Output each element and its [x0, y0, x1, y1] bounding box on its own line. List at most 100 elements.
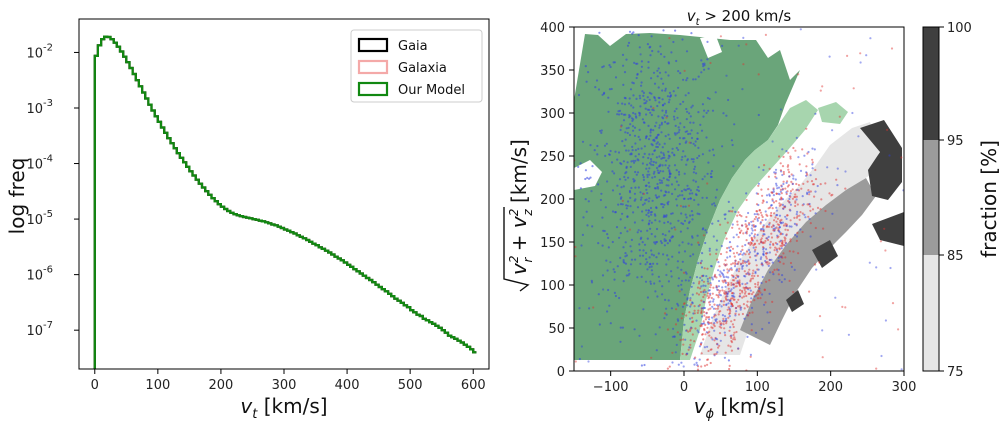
scatter-point — [706, 280, 710, 283]
scatter-point — [880, 354, 883, 358]
scatter-point — [743, 288, 746, 291]
scatter-point — [733, 295, 736, 298]
scatter-point — [603, 91, 606, 94]
colorbar-frame — [922, 26, 940, 372]
scatter-point — [779, 169, 783, 172]
scatter-point — [630, 258, 634, 261]
scatter-point — [649, 211, 652, 214]
scatter-point — [767, 175, 771, 178]
scatter-point — [734, 259, 737, 262]
scatter-point — [689, 339, 692, 342]
scatter-point — [608, 304, 611, 307]
scatter-point — [661, 98, 664, 101]
scatter-point — [638, 138, 642, 141]
scatter-point — [694, 356, 697, 359]
scatter-point — [824, 182, 827, 185]
scatter-point — [635, 76, 638, 80]
scatter-point — [662, 215, 665, 219]
scatter-point — [677, 219, 680, 222]
scatter-point — [733, 338, 737, 341]
scatter-point — [664, 89, 667, 92]
scatter-point — [725, 291, 728, 294]
scatter-point — [747, 211, 750, 215]
scatter-point — [693, 168, 696, 171]
scatter-point — [749, 279, 752, 282]
scatter-point — [747, 253, 751, 256]
scatter-point — [818, 261, 821, 264]
scatter-point — [674, 124, 677, 127]
scatter-point — [746, 227, 749, 230]
scatter-point — [708, 303, 712, 306]
scatter-point — [733, 331, 736, 334]
scatter-point — [731, 294, 734, 297]
scatter-point — [773, 268, 776, 271]
scatter-point — [650, 221, 653, 224]
scatter-point — [727, 316, 730, 319]
scatter-point — [788, 194, 791, 197]
scatter-point — [732, 283, 736, 286]
scatter-point — [761, 264, 764, 267]
scatter-point — [801, 204, 804, 207]
scatter-point — [737, 211, 740, 214]
scatter-point — [629, 115, 632, 118]
scatter-point — [644, 107, 647, 110]
scatter-point — [731, 262, 735, 265]
scatter-point — [682, 205, 685, 208]
histogram-x-tick-label: 300 — [272, 378, 297, 393]
scatter-point — [655, 349, 658, 352]
scatter-point — [643, 363, 646, 367]
scatter-point — [748, 262, 751, 265]
scatter-point — [764, 239, 767, 243]
scatter-point — [665, 184, 668, 187]
scatter-point — [808, 217, 811, 220]
scatter-point — [634, 112, 637, 116]
scatter-point — [681, 38, 684, 41]
scatter-point — [667, 191, 670, 194]
scatter-point — [608, 153, 611, 156]
scatter-point — [735, 330, 738, 334]
scatter-point — [687, 197, 690, 201]
scatter-point — [775, 182, 778, 185]
scatter-point — [711, 276, 714, 279]
scatter-point — [732, 333, 735, 337]
scatter-point — [611, 210, 615, 213]
scatter-point — [820, 198, 823, 201]
scatter-point — [752, 269, 755, 272]
scatter-point — [728, 312, 731, 315]
scatter-point — [767, 238, 770, 242]
scatter-point — [719, 35, 723, 38]
scatter-point — [761, 234, 764, 237]
scatter-point — [658, 143, 661, 146]
scatter-point — [587, 71, 590, 74]
scatter-point — [753, 274, 756, 278]
scatter-point — [828, 55, 831, 58]
scatter-point — [633, 134, 637, 137]
scatter-point — [691, 293, 694, 296]
scatter-point — [701, 307, 704, 310]
scatter-point — [689, 189, 693, 192]
scatter-point — [701, 153, 705, 156]
scatter-point — [705, 331, 708, 334]
scatter-point — [666, 254, 669, 257]
scatter-point — [724, 217, 727, 220]
histogram-y-label: log freq — [5, 158, 29, 235]
scatter-point — [693, 309, 696, 312]
scatter-point — [774, 168, 778, 171]
scatter-point — [718, 279, 721, 283]
scatter-point — [818, 315, 822, 318]
scatter-point — [782, 252, 785, 255]
scatter-point — [708, 97, 711, 100]
scatter-point — [777, 259, 780, 263]
scatter-point — [668, 164, 671, 167]
scatter-point — [799, 28, 802, 31]
scatter-point — [696, 329, 699, 332]
scatter-point — [685, 329, 688, 332]
scatter-point — [692, 158, 695, 161]
scatter-point — [656, 133, 660, 137]
scatter-point — [711, 305, 714, 308]
scatter-point — [624, 262, 628, 265]
scatter-point — [685, 50, 689, 53]
scatter-point — [628, 272, 631, 275]
histogram-y-tick-label: 10-5 — [26, 209, 53, 228]
scatter-point — [691, 192, 694, 195]
